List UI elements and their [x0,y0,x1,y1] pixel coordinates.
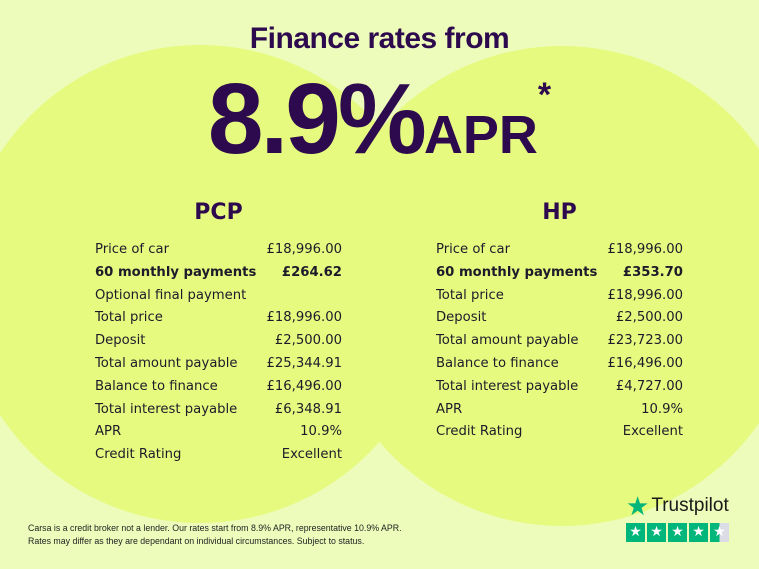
trustpilot-name: Trustpilot [651,495,729,516]
row-label: Optional final payment [95,287,247,303]
star-icon: ★ [647,523,666,542]
rate-display: 8.9%APR* [0,62,759,177]
row-label: Credit Rating [95,447,182,463]
row-value: £18,996.00 [266,242,342,257]
row-label: 60 monthly payments [436,264,598,280]
row-value: £18,996.00 [607,287,683,303]
row-value: £16,496.00 [266,378,342,394]
decorative-circle-left [0,45,439,523]
row-label: Total amount payable [436,333,579,349]
row-label: Total price [95,310,163,326]
row-label: Total price [436,287,504,303]
table-row: Deposit £2,500.00 [436,307,683,330]
hp-table: HP Price of car £18,996.00 60 monthly paym… [436,200,683,444]
row-value: 10.9% [641,401,683,417]
row-value: £23,723.00 [607,333,683,349]
row-value: Excellent [281,447,342,463]
row-label: Total interest payable [95,401,238,417]
row-value: £2,500.00 [274,333,342,349]
row-value: £25,344.91 [266,355,342,371]
row-label: Price of car [95,242,170,257]
apr-label: APR [423,105,538,165]
row-value: £6,348.91 [274,401,342,417]
row-value: £18,996.00 [266,310,342,326]
row-value: £264.62 [281,264,342,280]
row-label: Deposit [95,333,146,349]
table-row: APR 10.9% [436,399,683,422]
table-row: Balance to finance £16,496.00 [436,353,683,376]
table-row: Total interest payable £4,727.00 [436,376,683,399]
table-row: 60 monthly payments £264.62 [95,262,342,285]
row-value: £4,727.00 [615,378,683,394]
star-icon: ★ [689,523,708,542]
pcp-table: PCP Price of car £18,996.00 60 monthly pay… [95,200,342,467]
star-icon: ★ [710,523,729,542]
row-label: Price of car [436,242,511,257]
star-icon: ★ [668,523,687,542]
row-label: APR [436,401,463,417]
trustpilot-logo: ★ Trustpilot [626,491,729,521]
disclaimer: Carsa is a credit broker not a lender. O… [28,522,402,547]
table-row: Deposit £2,500.00 [95,330,342,353]
rate-value: 8.9% [207,63,427,175]
asterisk: * [537,76,552,114]
table-row: Price of car £18,996.00 [436,239,683,262]
table-row: Price of car £18,996.00 [95,239,342,262]
table-row: Credit Rating Excellent [436,421,683,444]
row-label: 60 monthly payments [95,264,257,280]
row-value: £353.70 [622,264,683,280]
star-icon: ★ [626,491,650,521]
headline: Finance rates from [249,22,510,55]
pcp-heading: PCP [194,200,243,225]
table-row: Optional final payment [95,285,342,308]
disclaimer-line-2: Rates may differ as they are dependant o… [28,535,365,546]
row-value: £16,496.00 [607,355,683,371]
trustpilot-badge[interactable]: ★ Trustpilot ★ ★ ★ ★ ★ [626,491,729,542]
table-row: APR 10.9% [95,421,342,444]
decorative-circle-right [322,46,759,526]
row-value: £18,996.00 [607,242,683,257]
row-value: Excellent [622,424,683,440]
pcp-rows: Price of car £18,996.00 60 monthly payment… [95,239,342,467]
table-row: Total price £18,996.00 [436,285,683,308]
row-label: Total amount payable [95,355,238,371]
row-label: Total interest payable [436,378,579,394]
hp-heading: HP [542,200,577,225]
table-row: Balance to finance £16,496.00 [95,376,342,399]
table-row: Credit Rating Excellent [95,444,342,467]
table-row: Total price £18,996.00 [95,307,342,330]
row-value: 10.9% [300,424,342,440]
trustpilot-rating: ★ ★ ★ ★ ★ [626,523,729,542]
table-row: Total amount payable £25,344.91 [95,353,342,376]
row-label: Balance to finance [436,355,559,371]
star-icon: ★ [626,523,645,542]
row-value: £2,500.00 [615,310,683,326]
row-label: Credit Rating [436,424,523,440]
row-label: Deposit [436,310,487,326]
table-row: Total amount payable £23,723.00 [436,330,683,353]
table-row: Total interest payable £6,348.91 [95,399,342,422]
row-label: Balance to finance [95,378,218,394]
table-row: 60 monthly payments £353.70 [436,262,683,285]
disclaimer-line-1: Carsa is a credit broker not a lender. O… [28,523,402,533]
row-label: APR [95,424,122,440]
hp-rows: Price of car £18,996.00 60 monthly payment… [436,239,683,444]
